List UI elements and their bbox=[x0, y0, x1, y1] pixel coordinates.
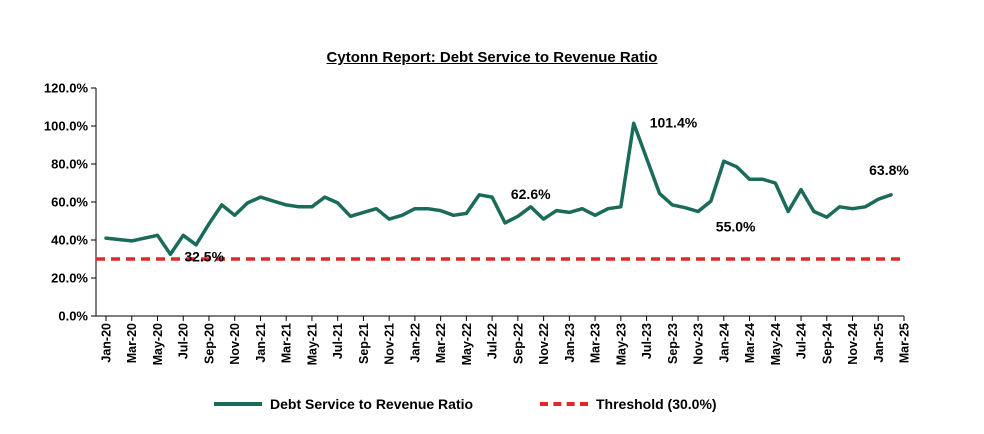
x-tick-label: Jul-22 bbox=[486, 323, 500, 359]
x-tick-label: Jul-21 bbox=[331, 323, 345, 359]
y-tick-label: 20.0% bbox=[51, 271, 88, 286]
legend-label-debt-service: Debt Service to Revenue Ratio bbox=[270, 396, 474, 412]
series-line-debt-service bbox=[104, 121, 893, 257]
x-tick-label: Jan-22 bbox=[408, 323, 422, 363]
data-label: 101.4% bbox=[650, 114, 698, 130]
x-tick-label: Jan-23 bbox=[563, 323, 577, 363]
x-tick-label: Jul-23 bbox=[640, 323, 654, 359]
data-label: 55.0% bbox=[716, 219, 756, 235]
x-tick-label: Nov-22 bbox=[537, 323, 551, 365]
x-tick-label: Jan-24 bbox=[717, 323, 731, 363]
x-tick-label: May-20 bbox=[151, 323, 165, 365]
x-tick-label: Mar-20 bbox=[125, 323, 139, 363]
data-label: 62.6% bbox=[511, 186, 551, 202]
data-label: 63.8% bbox=[869, 162, 909, 178]
y-tick-label: 0.0% bbox=[58, 309, 88, 324]
legend-item-debt-service: Debt Service to Revenue Ratio bbox=[214, 396, 473, 412]
x-tick-label: Sep-21 bbox=[357, 323, 371, 364]
x-tick-label: May-22 bbox=[460, 323, 474, 365]
x-tick-label: Jul-24 bbox=[795, 323, 809, 359]
x-tick-label: Sep-23 bbox=[666, 323, 680, 364]
x-tick-label: Jan-20 bbox=[100, 323, 114, 363]
y-tick-label: 80.0% bbox=[51, 157, 88, 172]
data-label: 32.5% bbox=[184, 248, 224, 264]
x-tick-label: Nov-21 bbox=[383, 323, 397, 365]
x-tick-label: Mar-25 bbox=[898, 323, 912, 363]
x-tick-label: May-24 bbox=[769, 323, 783, 365]
x-tick-label: Nov-24 bbox=[846, 323, 860, 365]
chart-title: Cytonn Report: Debt Service to Revenue R… bbox=[326, 49, 658, 66]
x-tick-label: Sep-20 bbox=[202, 323, 216, 364]
y-tick-label: 40.0% bbox=[51, 233, 88, 248]
legend-label-threshold: Threshold (30.0%) bbox=[596, 396, 717, 412]
x-tick-label: Nov-23 bbox=[692, 323, 706, 365]
x-tick-label: May-21 bbox=[305, 323, 319, 365]
y-tick-label: 60.0% bbox=[51, 195, 88, 210]
x-tick-label: Mar-24 bbox=[743, 323, 757, 363]
y-tick-label: 100.0% bbox=[44, 119, 89, 134]
x-tick-label: Sep-24 bbox=[820, 323, 834, 364]
x-tick-label: Mar-21 bbox=[280, 323, 294, 363]
legend-swatch-dashed bbox=[540, 402, 588, 406]
x-tick-label: Sep-22 bbox=[511, 323, 525, 364]
x-tick-label: May-23 bbox=[614, 323, 628, 365]
x-tick-label: Jan-21 bbox=[254, 323, 268, 363]
x-tick-label: Mar-22 bbox=[434, 323, 448, 363]
legend-item-threshold: Threshold (30.0%) bbox=[540, 396, 717, 412]
x-tick-label: Jul-20 bbox=[177, 323, 191, 359]
y-tick-label: 120.0% bbox=[44, 81, 89, 96]
legend-swatch-line bbox=[214, 402, 262, 406]
legend: Debt Service to Revenue Ratio Threshold … bbox=[0, 396, 984, 420]
x-tick-label: Jan-25 bbox=[872, 323, 886, 363]
x-tick-label: Mar-23 bbox=[589, 323, 603, 363]
x-tick-label: Nov-20 bbox=[228, 323, 242, 365]
